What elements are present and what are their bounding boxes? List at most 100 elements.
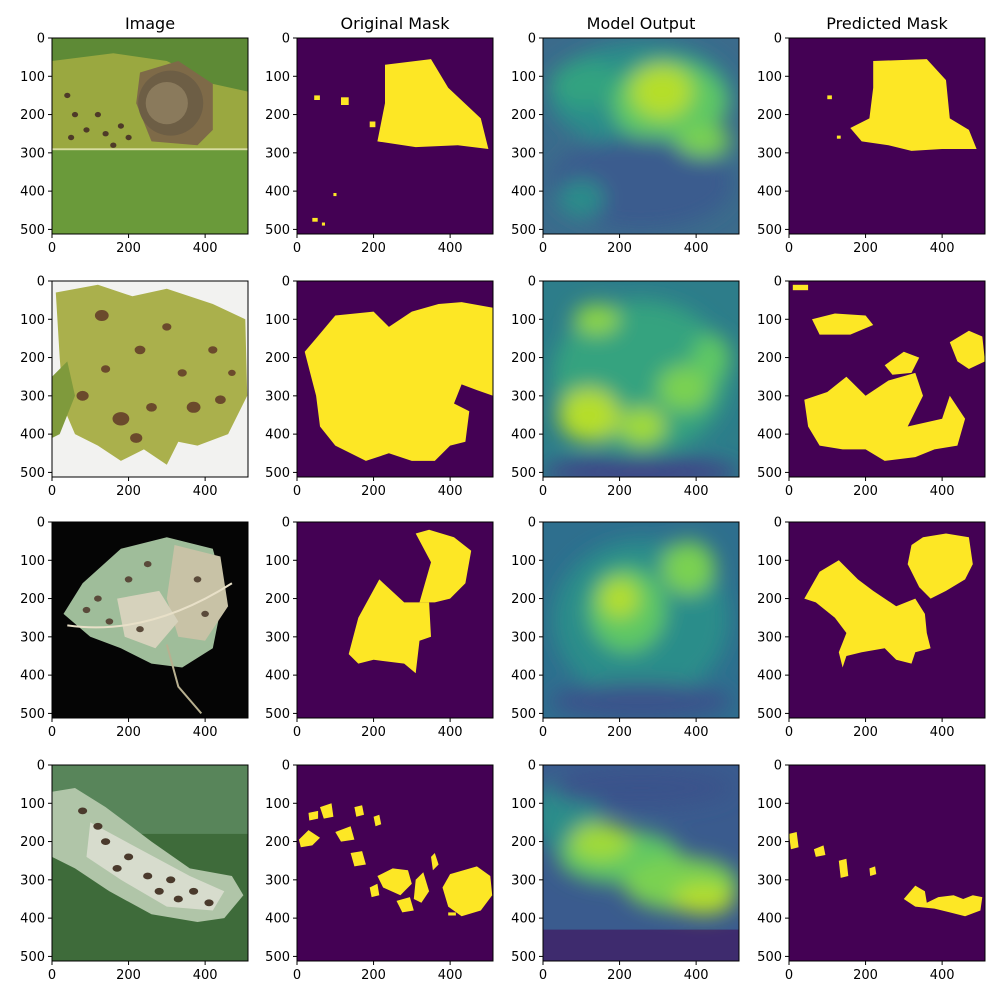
y-tick-label: 300	[265, 389, 290, 404]
y-tick-label: 100	[20, 313, 45, 328]
panel-3-3	[789, 765, 985, 961]
y-tick-label: 300	[20, 389, 45, 404]
x-tick-label: 400	[438, 484, 463, 499]
lesion-ring	[146, 82, 188, 124]
mask-speck	[333, 193, 336, 196]
y-tick-label: 500	[511, 466, 536, 481]
x-tick-label: 400	[684, 968, 709, 983]
x-tick-label: 400	[930, 241, 955, 256]
leaf-spot	[178, 369, 187, 376]
x-tick-label: 0	[539, 968, 547, 983]
y-tick-label: 500	[265, 950, 290, 965]
heat-blob	[620, 407, 666, 445]
y-tick-label: 100	[511, 554, 536, 569]
heat-blob	[662, 541, 716, 595]
y-tick-label: 0	[774, 516, 782, 531]
leaf-spot	[126, 135, 132, 140]
y-tick-label: 0	[528, 32, 536, 47]
y-tick-label: 400	[265, 912, 290, 927]
lower-leaf	[52, 149, 248, 234]
panel-1-3	[789, 281, 985, 477]
x-tick-label: 200	[607, 968, 632, 983]
leaf-spot	[174, 896, 183, 903]
leaf-spot	[136, 626, 144, 632]
y-tick-label: 100	[757, 554, 782, 569]
y-tick-label: 0	[37, 516, 45, 531]
y-tick-label: 400	[757, 669, 782, 684]
y-tick-label: 0	[282, 32, 290, 47]
y-tick-label: 100	[511, 313, 536, 328]
y-tick-label: 500	[265, 707, 290, 722]
x-tick-label: 0	[48, 968, 56, 983]
y-tick-label: 0	[37, 759, 45, 774]
y-tick-label: 200	[265, 592, 290, 607]
mask-background	[297, 765, 493, 961]
y-tick-label: 500	[511, 223, 536, 238]
mask-speck	[837, 136, 841, 139]
x-tick-label: 200	[361, 968, 386, 983]
x-tick-label: 400	[193, 484, 218, 499]
x-tick-label: 400	[684, 484, 709, 499]
column-title: Image	[125, 14, 175, 33]
x-tick-label: 400	[438, 725, 463, 740]
y-tick-label: 300	[20, 630, 45, 645]
leaf-spot	[201, 611, 209, 617]
y-tick-label: 200	[757, 592, 782, 607]
y-tick-label: 500	[20, 950, 45, 965]
y-tick-label: 100	[757, 797, 782, 812]
y-tick-label: 400	[20, 912, 45, 927]
heat-blob	[692, 335, 730, 381]
y-tick-label: 0	[37, 32, 45, 47]
panel-3-0	[52, 765, 248, 961]
heat-blob	[558, 180, 604, 218]
mask-speck	[322, 223, 325, 226]
y-tick-label: 100	[511, 797, 536, 812]
heat-blob	[673, 884, 734, 915]
x-tick-label: 0	[539, 241, 547, 256]
heat-blob	[570, 823, 631, 861]
y-tick-label: 300	[20, 146, 45, 161]
y-tick-label: 300	[511, 146, 536, 161]
x-tick-label: 0	[785, 968, 793, 983]
x-tick-label: 0	[785, 725, 793, 740]
x-tick-label: 400	[684, 241, 709, 256]
y-tick-label: 300	[265, 146, 290, 161]
y-tick-label: 500	[757, 950, 782, 965]
leaf-spot	[155, 888, 164, 895]
y-tick-label: 200	[265, 835, 290, 850]
panel-2-2	[543, 522, 739, 721]
y-tick-label: 200	[20, 592, 45, 607]
mask-speck	[312, 218, 317, 222]
y-tick-label: 0	[528, 516, 536, 531]
y-tick-label: 400	[757, 428, 782, 443]
y-tick-label: 200	[757, 351, 782, 366]
y-tick-label: 400	[20, 185, 45, 200]
y-tick-label: 100	[20, 70, 45, 85]
y-tick-label: 200	[20, 351, 45, 366]
mask-region	[305, 302, 493, 461]
leaf-spot	[72, 112, 78, 117]
y-tick-label: 0	[282, 759, 290, 774]
leaf-spot	[78, 808, 87, 815]
y-tick-label: 400	[265, 185, 290, 200]
x-tick-label: 200	[361, 484, 386, 499]
y-tick-label: 400	[511, 428, 536, 443]
leaf-spot	[95, 112, 101, 117]
x-tick-label: 200	[853, 241, 878, 256]
panel-0-0	[52, 38, 248, 234]
y-tick-label: 300	[757, 630, 782, 645]
panel-0-3	[789, 38, 985, 234]
y-tick-label: 300	[511, 873, 536, 888]
y-tick-label: 300	[20, 873, 45, 888]
x-tick-label: 400	[438, 241, 463, 256]
y-tick-label: 300	[757, 146, 782, 161]
x-tick-label: 0	[293, 968, 301, 983]
heatmap-blobs	[549, 540, 733, 721]
y-tick-label: 500	[265, 466, 290, 481]
leaf-spot	[68, 135, 74, 140]
y-tick-label: 300	[757, 389, 782, 404]
panels-layer	[52, 38, 985, 961]
y-tick-label: 400	[511, 669, 536, 684]
y-tick-label: 400	[265, 669, 290, 684]
leaf-spot	[113, 865, 122, 872]
